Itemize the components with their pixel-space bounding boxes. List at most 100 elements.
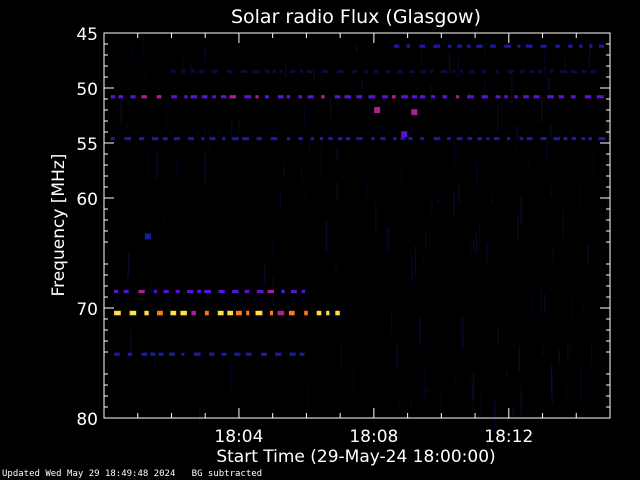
noise-streak	[309, 142, 311, 157]
band-segment	[141, 352, 148, 356]
noise-streak	[548, 77, 550, 91]
band-segment	[456, 95, 460, 99]
noise-streak	[336, 181, 338, 201]
band-segment	[218, 289, 225, 294]
noise-streak	[425, 231, 427, 250]
band-segment	[433, 137, 441, 141]
band-segment	[307, 95, 314, 99]
band-segment	[277, 310, 285, 316]
noise-streak	[579, 185, 581, 210]
noise-streak	[493, 403, 496, 428]
y-tick-label: 70	[76, 300, 98, 320]
band-segment	[579, 44, 583, 48]
emission-band	[110, 95, 604, 99]
band-segment	[144, 310, 149, 316]
emission-band	[114, 352, 305, 356]
noise-streak	[489, 139, 491, 144]
band-segment	[560, 69, 567, 74]
noise-streak	[336, 148, 338, 160]
band-segment	[525, 44, 533, 48]
noise-streak	[375, 203, 377, 232]
emission-band	[114, 289, 305, 294]
noise-streak	[426, 388, 428, 393]
noise-streak	[472, 373, 475, 402]
band-segment	[221, 95, 227, 99]
band-segment	[392, 95, 396, 99]
noise-streak	[565, 382, 567, 398]
noise-streak	[570, 343, 572, 352]
band-segment	[540, 137, 547, 141]
band-segment	[412, 95, 417, 99]
band-segment	[265, 69, 270, 74]
band-segment	[261, 352, 267, 356]
band-segment	[382, 95, 388, 99]
noise-streak	[127, 251, 130, 278]
updated-timestamp: Updated Wed May 29 18:49:48 2024	[2, 469, 176, 479]
band-segment	[240, 69, 247, 74]
noise-layer	[104, 33, 610, 428]
band-segment	[495, 95, 501, 99]
noise-streak	[540, 284, 542, 316]
band-segment	[584, 95, 592, 99]
noise-streak	[199, 406, 201, 426]
band-segment	[281, 289, 285, 294]
band-segment	[570, 69, 577, 74]
burst-point	[144, 233, 151, 240]
noise-streak	[154, 356, 156, 369]
band-segment	[337, 69, 344, 74]
band-segment	[272, 69, 276, 74]
band-segment	[563, 137, 568, 141]
band-segment	[181, 352, 185, 356]
noise-streak	[398, 399, 400, 412]
band-segment	[194, 352, 201, 356]
band-segment	[300, 69, 303, 74]
band-segment	[599, 44, 604, 48]
band-segment	[356, 95, 363, 99]
y-tick-label: 55	[76, 135, 98, 155]
band-segment	[590, 69, 597, 74]
band-segment	[236, 310, 242, 316]
noise-streak	[558, 349, 561, 363]
band-segment	[114, 310, 121, 316]
band-segment	[476, 44, 483, 48]
band-segment	[192, 69, 196, 74]
band-segment	[184, 95, 188, 99]
noise-streak	[453, 142, 456, 167]
noise-streak	[459, 315, 461, 337]
band-segment	[517, 44, 521, 48]
chart-title: Solar radio Flux (Glasgow)	[231, 6, 481, 28]
noise-streak	[470, 378, 472, 384]
noise-streak	[422, 251, 425, 268]
band-segment	[299, 352, 305, 356]
noise-streak	[206, 292, 208, 304]
band-segment	[408, 137, 413, 141]
band-segment	[232, 137, 239, 141]
band-segment	[442, 95, 448, 99]
noise-streak	[280, 189, 282, 208]
band-segment	[538, 69, 543, 74]
band-segment	[127, 352, 133, 356]
noise-streak	[325, 220, 327, 252]
band-segment	[175, 289, 180, 294]
noise-streak	[471, 382, 474, 411]
band-segment	[467, 137, 473, 141]
band-segment	[245, 352, 252, 356]
noise-streak	[606, 195, 609, 219]
band-segment	[110, 137, 115, 141]
band-segment	[188, 137, 194, 141]
band-segment	[244, 289, 250, 294]
band-segment	[114, 352, 120, 356]
noise-streak	[421, 39, 423, 66]
noise-streak	[512, 408, 514, 417]
y-tick-label: 80	[76, 410, 98, 430]
band-segment	[431, 95, 435, 99]
band-segment	[477, 137, 482, 141]
noise-streak	[163, 221, 166, 226]
band-segment	[529, 69, 535, 74]
noise-streak	[238, 118, 240, 129]
noise-streak	[414, 245, 416, 276]
band-segment	[368, 95, 376, 99]
band-segment	[301, 289, 305, 294]
band-segment	[204, 289, 211, 294]
